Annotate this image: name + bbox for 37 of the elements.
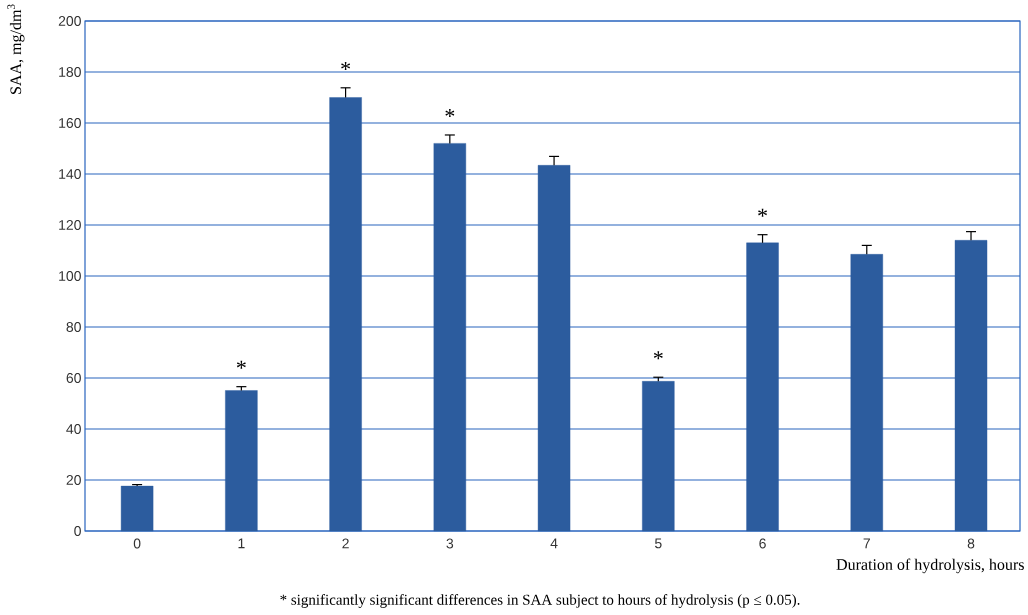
y-axis-title: SAA, mg/dm$^{3}$	[7, 4, 25, 94]
y-tick-label: 20	[66, 475, 81, 485]
y-tick-label: 80	[66, 322, 81, 332]
y-tick-label: 200	[58, 16, 81, 26]
y-tick-label: 100	[59, 271, 81, 281]
x-tick-label: 5	[654, 538, 662, 549]
bar	[642, 381, 675, 532]
x-tick-label: 7	[863, 538, 870, 549]
bar	[433, 143, 467, 532]
bar	[225, 390, 258, 532]
x-axis-title: Duration of hydrolysis, hours	[836, 558, 1024, 574]
y-tick-label: 120	[59, 220, 81, 230]
x-tick-label: 6	[759, 538, 766, 549]
bar	[329, 97, 362, 532]
bar	[850, 254, 883, 532]
x-tick-label: 0	[133, 538, 141, 549]
text: * significantly significant differences in SAA subject to hours of hydrolysis (p ≤ 0.05).	[280, 594, 800, 608]
bar	[746, 242, 779, 532]
annotation: *	[341, 61, 351, 70]
bar	[537, 165, 571, 532]
x-tick-label: 8	[967, 538, 975, 549]
annotation: *	[758, 208, 767, 217]
bar	[120, 485, 154, 532]
bar	[954, 240, 988, 532]
annotation: *	[236, 360, 246, 369]
y-tick-label: 160	[59, 118, 81, 128]
y-tick-label: 180	[59, 67, 81, 77]
x-tick-label: 4	[550, 538, 558, 549]
x-tick-label: 1	[238, 538, 245, 549]
x-tick-label: 3	[446, 538, 454, 549]
y-tick-label: 0	[74, 526, 81, 536]
y-tick-label: 60	[66, 373, 81, 383]
x-tick-label: 2	[342, 538, 349, 549]
annotation: *	[653, 351, 663, 360]
annotation: *	[445, 109, 455, 118]
y-tick-label: 140	[59, 169, 81, 179]
y-tick-label: 40	[66, 424, 81, 434]
